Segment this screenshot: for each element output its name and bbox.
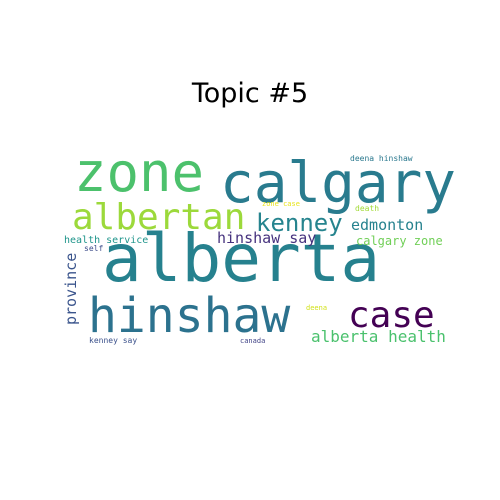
word-albertan: albertan — [72, 197, 246, 238]
word-hinshaw-say: hinshaw say — [217, 229, 317, 247]
word-zone: zone — [74, 141, 205, 204]
word-case: case — [348, 295, 435, 336]
word-alberta-health: alberta health — [311, 327, 446, 346]
word-edmonton: edmonton — [351, 216, 424, 234]
word-self: self — [84, 244, 104, 253]
word-death: death — [355, 204, 380, 213]
word-kenney-say: kenney say — [89, 336, 138, 345]
word-hinshaw: hinshaw — [88, 288, 291, 344]
word-calgary-zone: calgary zone — [356, 234, 443, 248]
figure-title: Topic #5 — [191, 78, 309, 109]
word-deena-hinshaw: deena hinshaw — [350, 154, 413, 163]
word-canada: canada — [240, 337, 266, 345]
word-province: province — [62, 252, 80, 325]
word-health-service: health service — [64, 235, 149, 246]
word-calgary: calgary — [220, 151, 457, 216]
word-zone-case: zone case — [262, 200, 300, 208]
word-deena: deena — [306, 304, 328, 312]
word-kenney: kenney — [256, 209, 343, 237]
wordcloud: alberta calgary zone hinshaw albertan ca… — [60, 140, 456, 358]
word-alberta: alberta — [102, 220, 381, 297]
